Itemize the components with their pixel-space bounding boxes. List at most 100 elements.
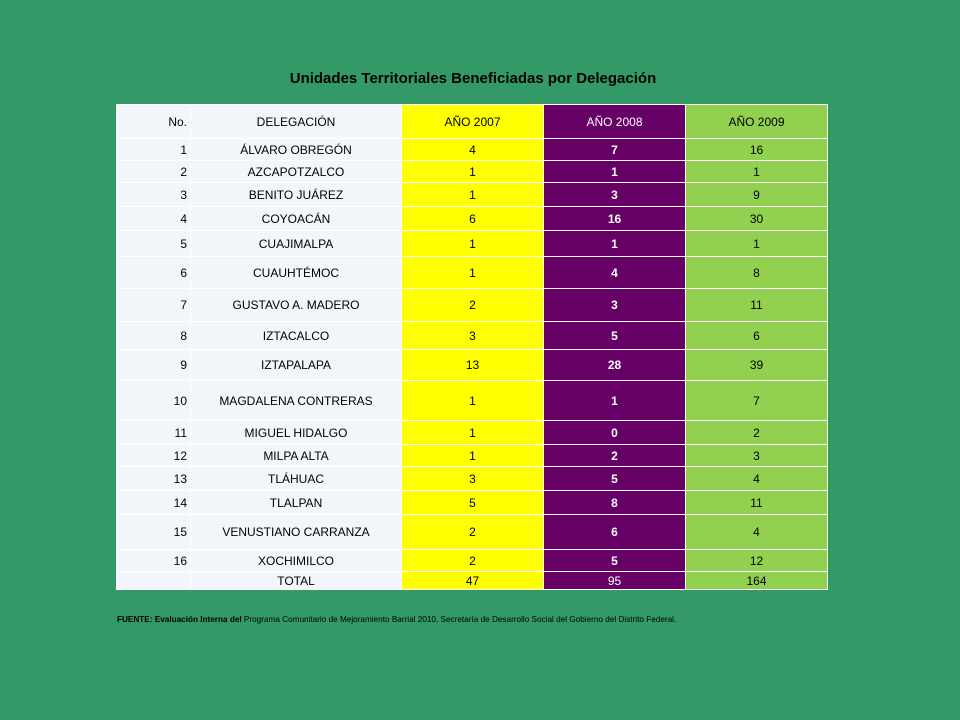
cell-no: 9: [116, 349, 191, 381]
cell-no: 5: [116, 230, 191, 257]
cell-2007: 1: [401, 256, 544, 289]
cell-delegacion: CUAUHTÉMOC: [190, 256, 402, 289]
header-2008: AÑO 2008: [543, 104, 686, 139]
total-2009: 164: [685, 571, 828, 590]
cell-delegacion: CUAJIMALPA: [190, 230, 402, 257]
table-row: 9 IZTAPALAPA 13 28 39: [116, 349, 828, 381]
cell-2009: 2: [685, 420, 828, 445]
table-row: 3 BENITO JUÁREZ 1 3 9: [116, 182, 828, 207]
cell-2007: 2: [401, 514, 544, 550]
cell-delegacion: XOCHIMILCO: [190, 549, 402, 572]
cell-2007: 1: [401, 182, 544, 207]
cell-2008: 28: [543, 349, 686, 381]
cell-2007: 3: [401, 321, 544, 350]
header-2009: AÑO 2009: [685, 104, 828, 139]
header-2007: AÑO 2007: [401, 104, 544, 139]
source-note: FUENTE: Evaluación Interna del Programa …: [117, 615, 937, 624]
cell-2007: 2: [401, 288, 544, 322]
total-label: TOTAL: [190, 571, 402, 590]
cell-delegacion: AZCAPOTZALCO: [190, 160, 402, 183]
cell-2009: 1: [685, 230, 828, 257]
cell-2009: 30: [685, 206, 828, 231]
cell-2008: 5: [543, 549, 686, 572]
cell-2007: 5: [401, 490, 544, 515]
header-delegacion: DELEGACIÓN: [190, 104, 402, 139]
cell-2009: 1: [685, 160, 828, 183]
cell-2007: 2: [401, 549, 544, 572]
cell-2008: 4: [543, 256, 686, 289]
cell-delegacion: VENUSTIANO CARRANZA: [190, 514, 402, 550]
cell-2008: 6: [543, 514, 686, 550]
table-row: 13 TLÁHUAC 3 5 4: [116, 466, 828, 491]
cell-2008: 0: [543, 420, 686, 445]
cell-delegacion: IZTAPALAPA: [190, 349, 402, 381]
cell-2007: 1: [401, 380, 544, 421]
cell-2008: 3: [543, 288, 686, 322]
cell-2007: 1: [401, 420, 544, 445]
cell-no: 8: [116, 321, 191, 350]
cell-2009: 4: [685, 514, 828, 550]
cell-2007: 6: [401, 206, 544, 231]
table-row: 5 CUAJIMALPA 1 1 1: [116, 230, 828, 257]
table-row: 1 ÁLVARO OBREGÓN 4 7 16: [116, 138, 828, 161]
cell-no: 2: [116, 160, 191, 183]
cell-2009: 16: [685, 138, 828, 161]
delegation-table: No. DELEGACIÓN AÑO 2007 AÑO 2008 AÑO 200…: [116, 104, 828, 590]
table-row: 2 AZCAPOTZALCO 1 1 1: [116, 160, 828, 183]
table-total-row: TOTAL 47 95 164: [116, 571, 828, 590]
page-title: Unidades Territoriales Beneficiadas por …: [289, 70, 657, 87]
cell-2008: 1: [543, 160, 686, 183]
cell-2009: 39: [685, 349, 828, 381]
cell-2009: 6: [685, 321, 828, 350]
cell-delegacion: MILPA ALTA: [190, 444, 402, 467]
cell-2008: 1: [543, 380, 686, 421]
cell-delegacion: MAGDALENA CONTRERAS: [190, 380, 402, 421]
cell-no: 11: [116, 420, 191, 445]
table-row: 12 MILPA ALTA 1 2 3: [116, 444, 828, 467]
table-row: 16 XOCHIMILCO 2 5 12: [116, 549, 828, 572]
cell-delegacion: GUSTAVO A. MADERO: [190, 288, 402, 322]
total-blank: [116, 571, 191, 590]
cell-2009: 11: [685, 288, 828, 322]
cell-2008: 8: [543, 490, 686, 515]
source-text: Programa Comunitario de Mejoramiento Bar…: [241, 615, 677, 624]
table-row: 6 CUAUHTÉMOC 1 4 8: [116, 256, 828, 289]
cell-2008: 2: [543, 444, 686, 467]
cell-2008: 5: [543, 321, 686, 350]
cell-delegacion: ÁLVARO OBREGÓN: [190, 138, 402, 161]
cell-delegacion: MIGUEL HIDALGO: [190, 420, 402, 445]
total-2008: 95: [543, 571, 686, 590]
cell-2007: 13: [401, 349, 544, 381]
cell-2008: 7: [543, 138, 686, 161]
cell-2007: 1: [401, 444, 544, 467]
cell-2008: 5: [543, 466, 686, 491]
total-2007: 47: [401, 571, 544, 590]
cell-no: 12: [116, 444, 191, 467]
header-no: No.: [116, 104, 191, 139]
table-row: 15 VENUSTIANO CARRANZA 2 6 4: [116, 514, 828, 550]
cell-2008: 16: [543, 206, 686, 231]
cell-no: 16: [116, 549, 191, 572]
cell-2008: 1: [543, 230, 686, 257]
cell-2009: 12: [685, 549, 828, 572]
table-row: 10 MAGDALENA CONTRERAS 1 1 7: [116, 380, 828, 421]
cell-no: 7: [116, 288, 191, 322]
cell-2009: 3: [685, 444, 828, 467]
cell-2008: 3: [543, 182, 686, 207]
table-body: No. DELEGACIÓN AÑO 2007 AÑO 2008 AÑO 200…: [116, 104, 828, 590]
cell-no: 15: [116, 514, 191, 550]
table-row: 11 MIGUEL HIDALGO 1 0 2: [116, 420, 828, 445]
cell-2007: 3: [401, 466, 544, 491]
table-row: 8 IZTACALCO 3 5 6: [116, 321, 828, 350]
table-row: 7 GUSTAVO A. MADERO 2 3 11: [116, 288, 828, 322]
cell-no: 14: [116, 490, 191, 515]
cell-2009: 7: [685, 380, 828, 421]
cell-delegacion: IZTACALCO: [190, 321, 402, 350]
cell-delegacion: TLÁHUAC: [190, 466, 402, 491]
cell-delegacion: COYOACÁN: [190, 206, 402, 231]
cell-delegacion: TLALPAN: [190, 490, 402, 515]
source-label: FUENTE: Evaluación Interna del: [117, 615, 242, 624]
cell-no: 6: [116, 256, 191, 289]
cell-no: 1: [116, 138, 191, 161]
table-row: 4 COYOACÁN 6 16 30: [116, 206, 828, 231]
